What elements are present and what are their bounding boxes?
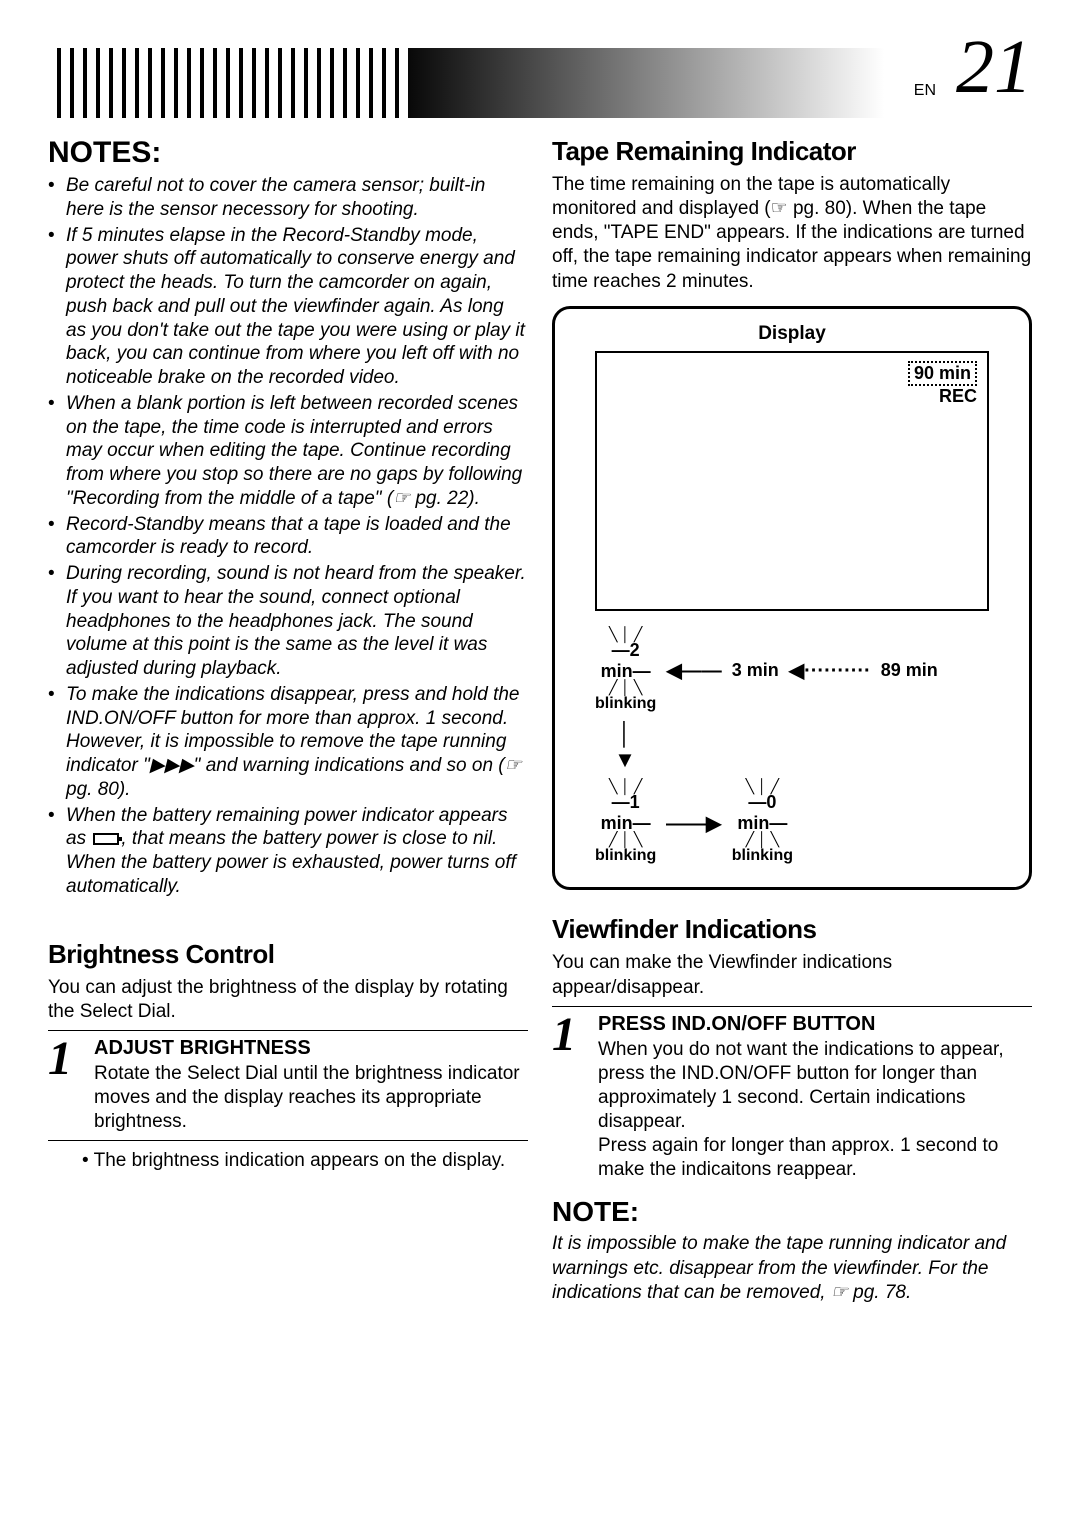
right-column: Tape Remaining Indicator The time remain… (552, 136, 1032, 1305)
note-item: To make the indications disappear, press… (48, 683, 528, 802)
notes-heading: NOTES: (48, 136, 528, 170)
viewfinder-lead: You can make the Viewfinder indications … (552, 951, 1032, 999)
note-item: Be careful not to cover the camera senso… (48, 174, 528, 222)
page-number: 21 (956, 24, 1032, 111)
brightness-sub-bullet: • The brightness indication appears on t… (48, 1149, 528, 1173)
header-comb-pattern (48, 48, 468, 118)
sparkle-icon: ╲ │ ╱ —2 min— ╱ │ ╲ (596, 629, 656, 693)
step-title: PRESS IND.ON/OFF BUTTON (598, 1013, 1032, 1036)
display-screen: 90 min REC (595, 351, 989, 611)
tape-body: The time remaining on the tape is automa… (552, 173, 1032, 294)
arrow-down-icon: │▼ (595, 721, 655, 773)
flow-diagram: ╲ │ ╱ —2 min— ╱ │ ╲ blinking ◀—— 3 min ◀… (595, 629, 989, 866)
step-text: When you do not want the indications to … (598, 1038, 1032, 1135)
step-text: Rotate the Select Dial until the brightn… (94, 1062, 528, 1134)
screen-badge: 90 min REC (908, 361, 977, 407)
note-item: When a blank portion is left between rec… (48, 392, 528, 511)
time-badge: 90 min (908, 361, 977, 386)
battery-icon (93, 833, 119, 845)
blinking-label: blinking (595, 695, 656, 713)
blinking-label: blinking (595, 847, 656, 865)
two-column-layout: NOTES: Be careful not to cover the camer… (48, 136, 1032, 1305)
notes-list: Be careful not to cover the camera senso… (48, 174, 528, 899)
time-3min: 3 min (732, 660, 779, 681)
sparkle-icon: ╲ │ ╱ —0 min— ╱ │ ╲ (732, 781, 792, 845)
step-title: ADJUST BRIGHTNESS (94, 1037, 528, 1060)
display-label: Display (595, 323, 989, 345)
step-text: Press again for longer than approx. 1 se… (598, 1134, 1032, 1182)
en-label: EN (914, 82, 936, 100)
arrow-left-icon: ◀—— (666, 658, 721, 683)
note-heading: NOTE: (552, 1196, 1032, 1228)
viewfinder-heading: Viewfinder Indications (552, 914, 1032, 945)
brightness-heading: Brightness Control (48, 939, 528, 970)
step-number-icon: 1 (48, 1037, 84, 1134)
arrow-right-icon: ◀—— (666, 811, 721, 836)
time-89min: 89 min (881, 660, 938, 681)
blinking-label: blinking (732, 847, 793, 865)
note-item: If 5 minutes elapse in the Record-Standb… (48, 224, 528, 390)
step-number-icon: 1 (552, 1013, 588, 1183)
brightness-lead: You can adjust the brightness of the dis… (48, 976, 528, 1024)
rec-badge: REC (939, 386, 977, 406)
note-body: It is impossible to make the tape runnin… (552, 1232, 1032, 1304)
sparkle-icon: ╲ │ ╱ —1 min— ╱ │ ╲ (596, 781, 656, 845)
arrow-left-dotted-icon: ◀·········· (789, 658, 871, 683)
page-header: EN 21 (48, 48, 1032, 118)
left-column: NOTES: Be careful not to cover the camer… (48, 136, 528, 1305)
note-item: When the battery remaining power indicat… (48, 804, 528, 899)
brightness-step: 1 ADJUST BRIGHTNESS Rotate the Select Di… (48, 1030, 528, 1141)
display-diagram: Display 90 min REC ╲ │ ╱ —2 min— ╱ │ ╲ b (552, 306, 1032, 891)
note-item: Record-Standby means that a tape is load… (48, 513, 528, 561)
viewfinder-step: 1 PRESS IND.ON/OFF BUTTON When you do no… (552, 1006, 1032, 1189)
note-item: During recording, sound is not heard fro… (48, 562, 528, 681)
tape-heading: Tape Remaining Indicator (552, 136, 1032, 167)
